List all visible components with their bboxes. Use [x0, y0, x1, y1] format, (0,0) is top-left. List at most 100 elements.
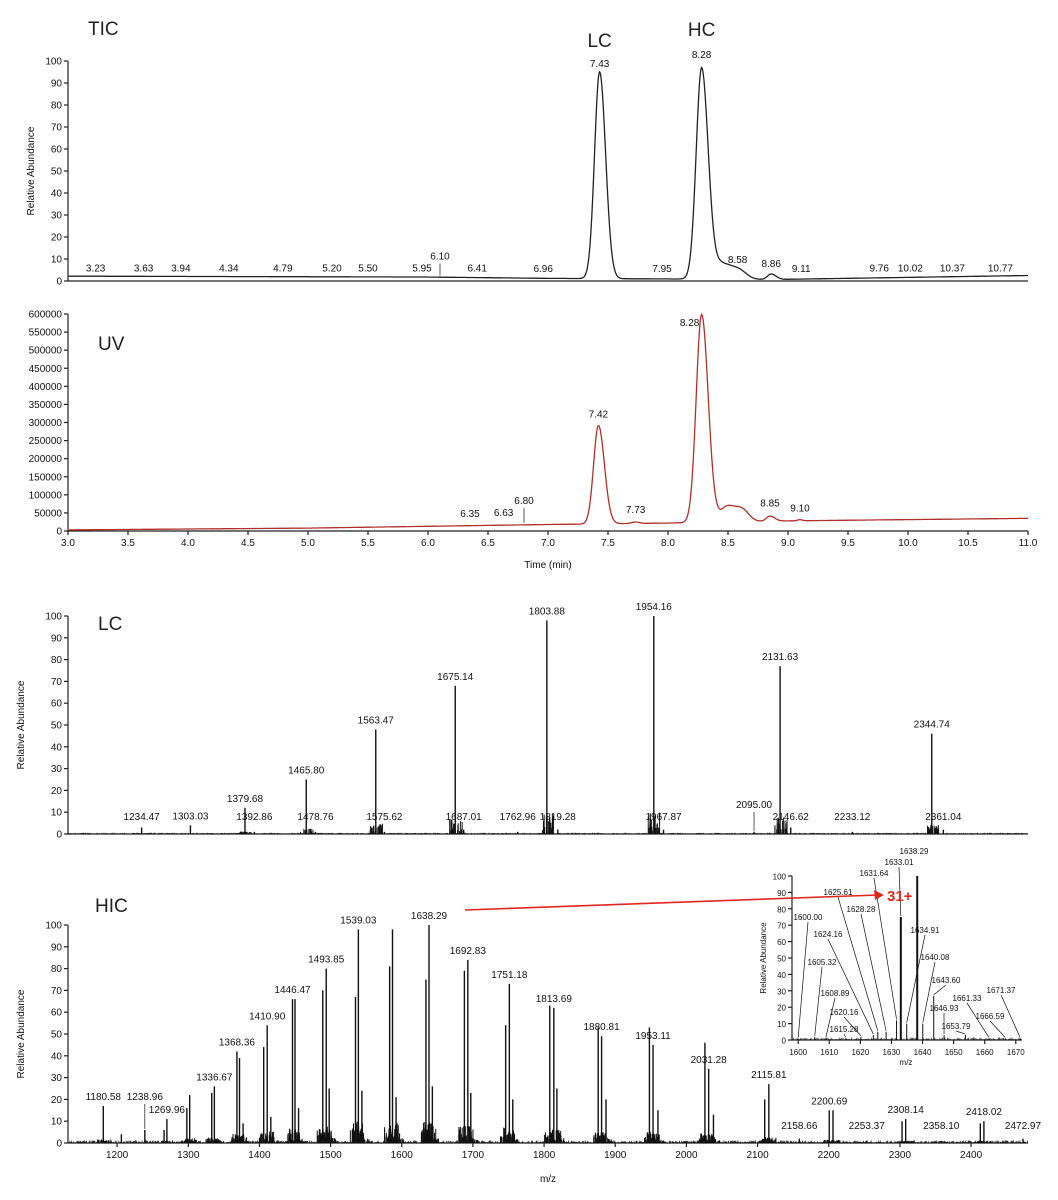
y-tick-label: 0 [56, 1139, 62, 1150]
peak-label: 8.85 [760, 499, 780, 510]
uv-chromatogram-panel: UV Time (min) 0 50000 100000 150000 200000 25… [29, 310, 1038, 572]
peak-label: 1803.88 [529, 606, 566, 617]
peak-label: 1303.03 [172, 811, 209, 822]
y-tick-label: 60 [51, 1008, 63, 1019]
leader-line [1000, 994, 1021, 1038]
x-tick-label: 1600 [789, 1048, 807, 1057]
peak-label: 6.96 [533, 264, 553, 275]
x-tick-label: 2400 [960, 1150, 983, 1161]
leader-line [955, 1030, 966, 1035]
peak-label: 7.43 [590, 59, 610, 70]
peak-label: 2358.10 [923, 1121, 960, 1132]
peak-label: 1967.87 [645, 812, 682, 823]
peak-label: 9.76 [869, 264, 889, 275]
peak-label: 1336.67 [196, 1072, 233, 1083]
y-tick-label: 10 [51, 1117, 63, 1128]
y-tick-label: 70 [777, 922, 786, 931]
peak-label: 1813.69 [536, 994, 573, 1005]
mz-axis-label: m/z [540, 1174, 556, 1185]
peak-label: 1269.96 [149, 1105, 186, 1116]
leader-line [898, 866, 902, 917]
peak-label: 1692.83 [450, 946, 487, 957]
leader-line [843, 1033, 847, 1038]
x-tick-label: 1630 [883, 1048, 901, 1057]
peak-label: 10.37 [940, 264, 965, 275]
tic-trace [68, 66, 1028, 280]
y-tick-label: 10 [51, 255, 63, 266]
x-tick-label: 11.0 [1019, 538, 1038, 549]
hic-panel-label: HIC [95, 896, 128, 917]
x-tick-label: 6.0 [421, 538, 435, 549]
peak-label: 1631.64 [860, 869, 889, 878]
tic-y-axis-label: Relative Abundance [26, 126, 37, 215]
y-tick-label: 70 [51, 677, 63, 688]
peak-label: 1643.60 [932, 976, 961, 985]
peak-label: 1493.85 [308, 955, 345, 966]
peak-label: 1880.81 [584, 1022, 621, 1033]
y-tick-label: 30 [51, 211, 63, 222]
peak-label: 4.34 [219, 264, 239, 275]
x-tick-label: 1610 [820, 1048, 838, 1057]
x-tick-label: 1640 [914, 1048, 932, 1057]
y-tick-label: 50 [777, 955, 786, 964]
y-tick-label: 40 [51, 189, 63, 200]
y-tick-label: 50 [51, 721, 63, 732]
hic-y-axis-label: Relative Abundance [16, 989, 27, 1078]
y-tick-label: 500000 [29, 346, 63, 357]
y-tick-label: 100000 [29, 490, 63, 501]
peak-label: 1563.47 [358, 715, 395, 726]
inset-y-axis-label: Relative Abundance [759, 922, 768, 994]
y-tick-label: 450000 [29, 364, 63, 375]
x-tick-label: 7.0 [541, 538, 555, 549]
x-tick-label: 1300 [177, 1150, 200, 1161]
y-tick-label: 30 [51, 1073, 63, 1084]
x-tick-label: 1700 [462, 1150, 485, 1161]
peak-label: 1640.08 [921, 953, 950, 962]
peak-label: 1638.29 [411, 911, 448, 922]
tic-chromatogram-panel: TIC Relative Abundance 0 10 20 30 40 50 60 70 80… [26, 19, 1028, 288]
y-tick-label: 10 [51, 808, 63, 819]
x-tick-label: 2200 [818, 1150, 841, 1161]
x-tick-label: 5.0 [301, 538, 315, 549]
x-tick-label: 2100 [746, 1150, 769, 1161]
peak-label: 1465.80 [288, 766, 325, 777]
leader-line [906, 934, 926, 1023]
leader-line [814, 966, 823, 1036]
y-tick-label: 60 [777, 938, 786, 947]
peak-label: 1751.18 [491, 970, 528, 981]
peak-label: 5.95 [412, 264, 432, 275]
x-tick-label: 1620 [851, 1048, 869, 1057]
peak-label: 5.20 [322, 264, 342, 275]
peak-label: 1478.76 [297, 812, 334, 823]
x-tick-label: 8.0 [661, 538, 675, 549]
hc-inset-spectrum: Relative Abundance m/z 0 10 20 30 40 50 60 70 80… [759, 847, 1025, 1067]
peak-label: 2233.12 [834, 812, 871, 823]
peak-label: 2472.97 [1005, 1121, 1042, 1132]
peak-label: 1819.28 [540, 812, 577, 823]
x-tick-label: 1400 [248, 1150, 271, 1161]
peak-label: 6.63 [494, 508, 514, 519]
peak-label: 8.28 [680, 318, 700, 329]
annotation-arrow-line [464, 894, 879, 911]
x-tick-label: 9.5 [841, 538, 855, 549]
peak-label: 1575.62 [366, 812, 403, 823]
y-tick-label: 80 [51, 964, 63, 975]
y-tick-label: 0 [56, 527, 62, 538]
peak-label: 7.73 [626, 505, 646, 516]
x-tick-label: 1200 [106, 1150, 129, 1161]
leader-line [843, 1016, 862, 1036]
peak-label: 8.28 [692, 50, 712, 61]
charge-state-label: 31+ [887, 888, 913, 905]
y-tick-label: 30 [777, 987, 786, 996]
leader-line [989, 1020, 1006, 1038]
peak-label: 2095.00 [736, 800, 773, 811]
peak-label: 1671.37 [987, 986, 1016, 995]
tic-panel-label: TIC [88, 19, 119, 40]
y-tick-label: 80 [51, 101, 63, 112]
y-tick-label: 100 [773, 873, 787, 882]
peak-label: 2146.62 [773, 812, 810, 823]
peak-label: 1180.58 [86, 1092, 122, 1103]
peak-label: 5.50 [358, 264, 378, 275]
inset-x-axis-label: m/z [900, 1058, 913, 1067]
peak-label: 2031.28 [691, 1055, 728, 1066]
